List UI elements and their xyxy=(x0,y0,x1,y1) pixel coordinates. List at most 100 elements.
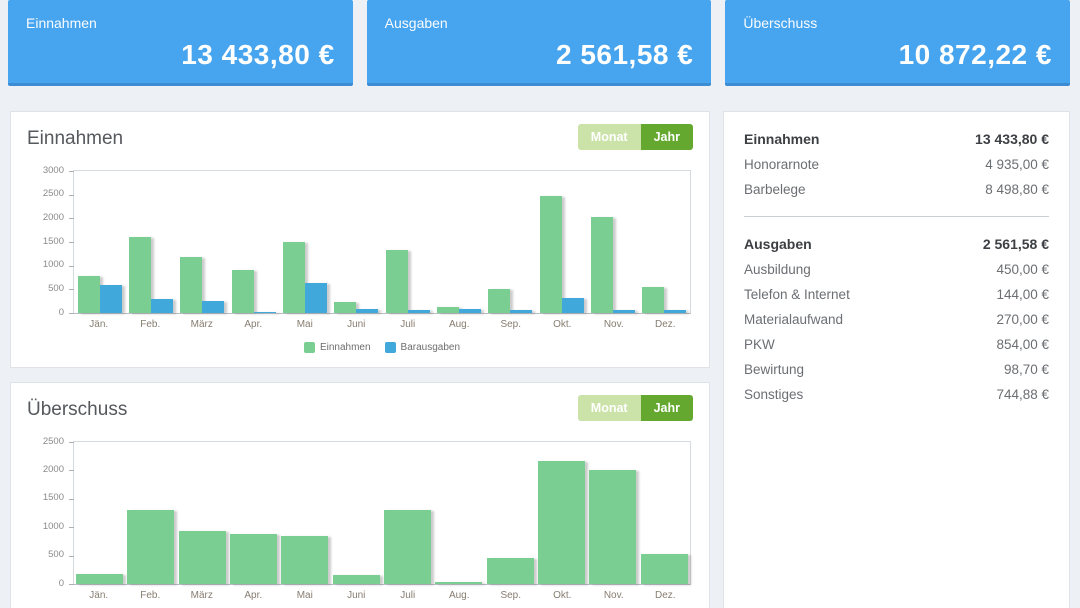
card-ausgaben: Ausgaben 2 561,58 € xyxy=(366,0,712,86)
überschuss-bar xyxy=(538,461,586,584)
einnahmen-bar xyxy=(180,256,203,313)
section-total: 2 561,58 € xyxy=(982,236,1049,252)
legend-item-barausgaben[interactable]: Barausgaben xyxy=(384,342,461,353)
x-axis-label: Dez. xyxy=(654,319,676,330)
sidebar-row-telefoninternet: Telefon & Internet 144,00 € xyxy=(744,282,1049,307)
row-value: 144,00 € xyxy=(996,287,1049,302)
totals-sidebar: Einnahmen 13 433,80 € Honorarnote 4 935,00 … xyxy=(723,111,1070,608)
jahr-button[interactable]: Jahr xyxy=(640,124,693,150)
card-einnahmen-label: Einnahmen xyxy=(26,15,97,31)
einnahmen-period-toggle: Monat Jahr xyxy=(577,124,693,150)
y-axis-tick-label: 2500 xyxy=(42,435,64,447)
einnahmen-chart-legend: Einnahmen Barausgaben xyxy=(73,342,691,353)
einnahmen-bar xyxy=(590,216,613,313)
einnahmen-chart-xlabels: Jän. Feb. März Apr. Mai Juni Juli Aug. Sep. Okt. N… xyxy=(73,319,691,330)
x-axis-label: Feb. xyxy=(140,590,161,601)
überschuss-bar xyxy=(435,581,483,584)
y-axis-tick-mark xyxy=(69,470,74,472)
x-axis-label: Juni xyxy=(347,319,366,330)
überschuss-bar xyxy=(76,573,124,584)
bar-group-juni xyxy=(331,442,382,584)
x-axis-label: Apr. xyxy=(244,590,263,601)
x-axis-label: Juli xyxy=(400,590,416,601)
monat-button[interactable]: Monat xyxy=(577,124,641,150)
bar-group-feb xyxy=(125,171,176,313)
sidebar-section-header-ausgaben: Ausgaben 2 561,58 € xyxy=(744,231,1049,257)
y-axis-tick-label: 1500 xyxy=(42,235,64,247)
charts-column: Einnahmen Monat Jahr 0 500 1000 1500 2000 250… xyxy=(10,111,710,608)
sidebar-row-honorarnote: Honorarnote 4 935,00 € xyxy=(744,152,1049,177)
barausgaben-bar xyxy=(561,298,584,313)
y-axis-tick-mark xyxy=(69,289,74,291)
bar-group-okt xyxy=(536,442,587,584)
x-axis-label: Dez. xyxy=(654,590,676,601)
einnahmen-bar xyxy=(642,286,665,313)
y-axis-tick-label: 500 xyxy=(48,549,64,561)
section-title: Ausgaben xyxy=(744,236,812,252)
x-axis-label: Sep. xyxy=(500,319,522,330)
bar-group-jn xyxy=(74,442,125,584)
row-value: 4 935,00 € xyxy=(985,157,1049,172)
row-label: Materialaufwand xyxy=(744,312,844,327)
bar-group-juni xyxy=(331,171,382,313)
x-axis-label: Jän. xyxy=(89,590,109,601)
section-total: 13 433,80 € xyxy=(975,131,1049,147)
überschuss-bar xyxy=(230,534,278,584)
card-ausgaben-label: Ausgaben xyxy=(384,15,448,31)
legend-label: Barausgaben xyxy=(400,342,461,353)
bar-group-mrz xyxy=(177,171,228,313)
bar-group-mai xyxy=(279,171,330,313)
card-ueberschuss: Überschuss 10 872,22 € xyxy=(725,0,1070,86)
barausgaben-bar xyxy=(202,300,225,313)
einnahmen-chart-plot: 0 500 1000 1500 2000 2500 3000 xyxy=(43,165,691,317)
sidebar-row-pkw: PKW 854,00 € xyxy=(744,332,1049,357)
sidebar-row-ausbildung: Ausbildung 450,00 € xyxy=(744,257,1049,282)
monat-button[interactable]: Monat xyxy=(577,395,641,421)
legend-label: Einnahmen xyxy=(319,342,371,353)
einnahmen-panel-title: Einnahmen xyxy=(27,128,124,149)
y-axis-tick-label: 2000 xyxy=(42,211,64,223)
row-label: Honorarnote xyxy=(744,157,820,172)
row-label: Telefon & Internet xyxy=(744,287,850,302)
überschuss-bar xyxy=(332,575,380,584)
x-axis-label: Feb. xyxy=(140,319,161,330)
einnahmen-bar xyxy=(128,237,151,313)
x-axis-label: Jän. xyxy=(89,319,109,330)
x-axis-label: Mai xyxy=(296,590,313,601)
ueberschuss-period-toggle: Monat Jahr xyxy=(577,395,693,421)
ueberschuss-panel-title: Überschuss xyxy=(27,399,128,420)
einnahmen-bar xyxy=(334,302,357,313)
row-value: 98,70 € xyxy=(1003,362,1049,377)
y-axis-tick-mark xyxy=(69,442,74,443)
bar-group-juli xyxy=(382,442,433,584)
ueberschuss-chart-plot: 0 500 1000 1500 2000 2500 xyxy=(43,436,691,588)
row-label: Sonstiges xyxy=(744,387,804,402)
ueberschuss-chart-panel: Überschuss Monat Jahr 0 500 1000 1500 2000 25… xyxy=(10,382,710,608)
barausgaben-bar xyxy=(356,308,379,313)
bar-group-mai xyxy=(279,442,330,584)
barausgaben-bar xyxy=(253,311,276,313)
sidebar-divider xyxy=(744,216,1049,217)
einnahmen-bar xyxy=(436,307,459,313)
überschuss-bar xyxy=(589,470,637,584)
y-axis-tick-label: 3000 xyxy=(42,164,64,176)
x-axis-label: Nov. xyxy=(603,590,624,601)
row-label: Bewirtung xyxy=(744,362,805,377)
überschuss-bar xyxy=(640,553,688,584)
y-axis-tick-mark xyxy=(69,242,74,243)
y-axis-tick-mark xyxy=(69,527,74,529)
main-area: Einnahmen Monat Jahr 0 500 1000 1500 2000 250… xyxy=(10,111,1070,608)
y-axis-tick-mark xyxy=(69,555,74,557)
einnahmen-bar xyxy=(385,250,408,313)
einnahmen-chart-panel: Einnahmen Monat Jahr 0 500 1000 1500 2000 250… xyxy=(10,111,710,368)
x-axis-label: Sep. xyxy=(500,590,522,601)
card-einnahmen-value: 13 433,80 € xyxy=(181,39,335,70)
bar-group-nov xyxy=(587,442,638,584)
legend-item-einnahmen[interactable]: Einnahmen xyxy=(303,342,371,353)
row-label: Barbelege xyxy=(744,182,806,197)
bar-group-apr xyxy=(228,442,279,584)
y-axis-tick-label: 2000 xyxy=(42,463,64,475)
jahr-button[interactable]: Jahr xyxy=(640,395,693,421)
legend-swatch-icon xyxy=(303,342,315,353)
überschuss-bar xyxy=(178,530,226,584)
